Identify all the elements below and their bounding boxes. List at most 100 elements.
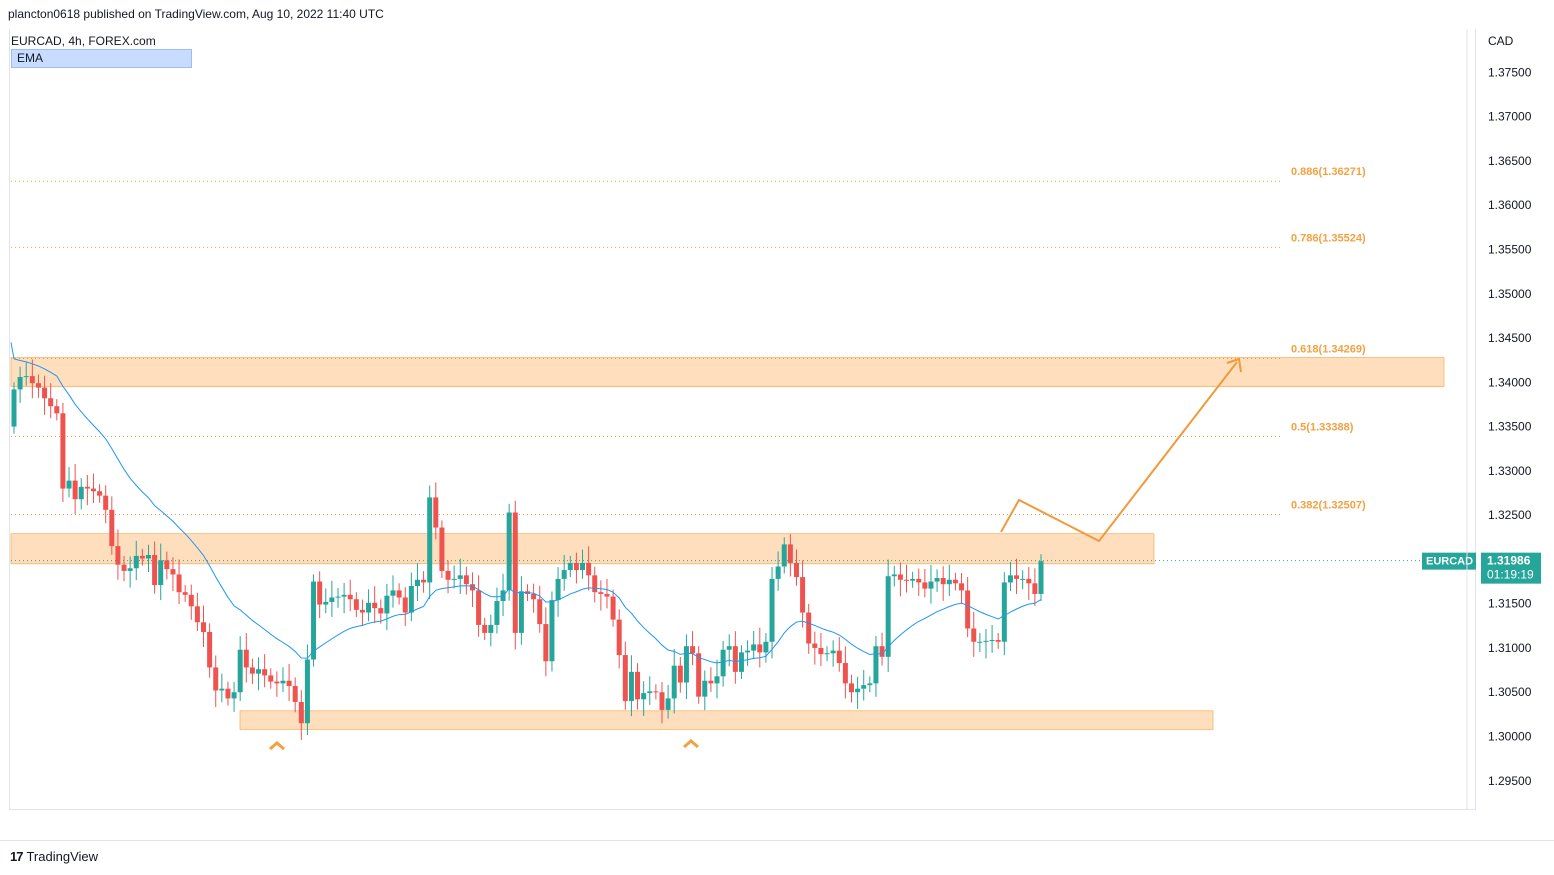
candle-body xyxy=(952,579,958,584)
candle-body xyxy=(231,692,237,699)
candle-body xyxy=(641,693,647,700)
chart-panel[interactable]: 1.37500 1.37000 1.36500 1.36000 1.35500 1.350… xyxy=(9,29,1541,810)
y-tick-label: 1.30000 xyxy=(1488,730,1532,744)
fib-level-label: 0.786(1.35524) xyxy=(1291,232,1366,244)
candle-body xyxy=(818,647,824,655)
candle-body xyxy=(476,590,482,625)
candle-body xyxy=(592,575,598,593)
swing-low-marker xyxy=(269,741,285,751)
footer-divider xyxy=(0,840,1554,841)
candle-body xyxy=(145,554,151,559)
footer-brand[interactable]: TradingView xyxy=(26,849,99,864)
candle-body xyxy=(451,578,457,580)
candle-body xyxy=(555,578,561,601)
candle-body xyxy=(201,622,207,633)
candle-body xyxy=(60,413,66,489)
arrow-head-icon xyxy=(1226,357,1242,373)
candle-body xyxy=(537,599,543,625)
candle-body xyxy=(965,590,971,629)
candle-body xyxy=(763,641,769,653)
candle-body xyxy=(861,685,867,689)
candle-body xyxy=(341,594,347,597)
ema-indicator-label[interactable]: EMA xyxy=(11,49,192,68)
candle-body xyxy=(793,562,799,578)
candle-body xyxy=(622,655,628,702)
candle-body xyxy=(1038,561,1044,594)
candle-body xyxy=(103,495,109,510)
candle-body xyxy=(353,599,359,610)
y-tick-label: 1.31500 xyxy=(1488,597,1532,611)
candle-body xyxy=(726,646,732,650)
candle-body xyxy=(940,578,946,585)
candle-body xyxy=(977,641,983,643)
candle-body xyxy=(54,406,60,414)
tradingview-logo-icon[interactable]: 17 xyxy=(10,849,24,864)
candle-body xyxy=(995,639,1001,642)
candle-body xyxy=(390,590,396,596)
candle-body xyxy=(408,585,414,613)
candle-body xyxy=(757,644,763,653)
candle-body xyxy=(90,488,96,492)
candle-body xyxy=(665,698,671,710)
candle-body xyxy=(482,624,488,633)
candle-body xyxy=(243,649,249,668)
fib-level-label: 0.618(1.34269) xyxy=(1291,343,1366,355)
ema-line xyxy=(10,342,1042,664)
y-axis-unit-label: CAD xyxy=(1488,34,1514,48)
candle-body xyxy=(971,628,977,642)
candle-body xyxy=(249,667,255,674)
candle-body xyxy=(543,624,549,662)
candle-body xyxy=(329,597,335,602)
candle-body xyxy=(286,680,292,687)
candle-body xyxy=(812,643,818,648)
candle-body xyxy=(751,644,757,651)
symbol-tag xyxy=(1422,552,1476,570)
y-tick-label: 1.37000 xyxy=(1488,110,1532,124)
candle-body xyxy=(384,595,390,614)
candle-body xyxy=(659,692,665,710)
candle-body xyxy=(414,579,420,586)
candle-body xyxy=(29,376,35,384)
candlestick-chart[interactable]: 1.37500 1.37000 1.36500 1.36000 1.35500 1.350… xyxy=(10,29,1554,810)
last-price-tag xyxy=(1481,552,1541,584)
candle-body xyxy=(1001,582,1007,642)
candle-body xyxy=(109,509,115,547)
candle-body xyxy=(628,671,634,702)
candle-body xyxy=(769,578,775,642)
candle-body xyxy=(97,491,103,496)
candle-body xyxy=(1020,578,1026,580)
y-tick-label: 1.33500 xyxy=(1488,420,1532,434)
candle-body xyxy=(268,675,274,682)
candle-body xyxy=(378,608,384,614)
candle-body xyxy=(598,592,604,594)
candle-body xyxy=(298,701,304,724)
candle-body xyxy=(237,649,243,693)
candle-body xyxy=(35,383,41,388)
candle-body xyxy=(292,686,298,702)
fib-level-label: 0.886(1.36271) xyxy=(1291,166,1366,178)
candle-body xyxy=(702,680,708,697)
candle-body xyxy=(916,578,922,583)
candle-body xyxy=(72,480,78,500)
candle-body xyxy=(647,691,653,694)
candle-body xyxy=(207,632,213,668)
candle-body xyxy=(690,646,696,654)
candle-body xyxy=(347,594,353,600)
y-tick-label: 1.31000 xyxy=(1488,641,1532,655)
candle-body xyxy=(738,652,744,672)
candle-body xyxy=(182,592,188,595)
projection-arrow xyxy=(1000,361,1238,543)
swing-low-marker xyxy=(683,739,699,749)
symbol-label[interactable]: EURCAD, 4h, FOREX.com xyxy=(11,34,156,48)
candle-body xyxy=(225,688,231,699)
candle-body xyxy=(463,575,469,585)
candle-body xyxy=(23,376,29,378)
chart-legend: EURCAD, 4h, FOREX.com EMA xyxy=(11,33,192,68)
candle-body xyxy=(11,389,17,427)
candle-body xyxy=(800,577,806,613)
candle-body xyxy=(897,574,903,580)
candle-body xyxy=(48,398,54,407)
candle-body xyxy=(396,590,402,598)
candle-body xyxy=(323,601,329,605)
candle-body xyxy=(885,576,891,657)
